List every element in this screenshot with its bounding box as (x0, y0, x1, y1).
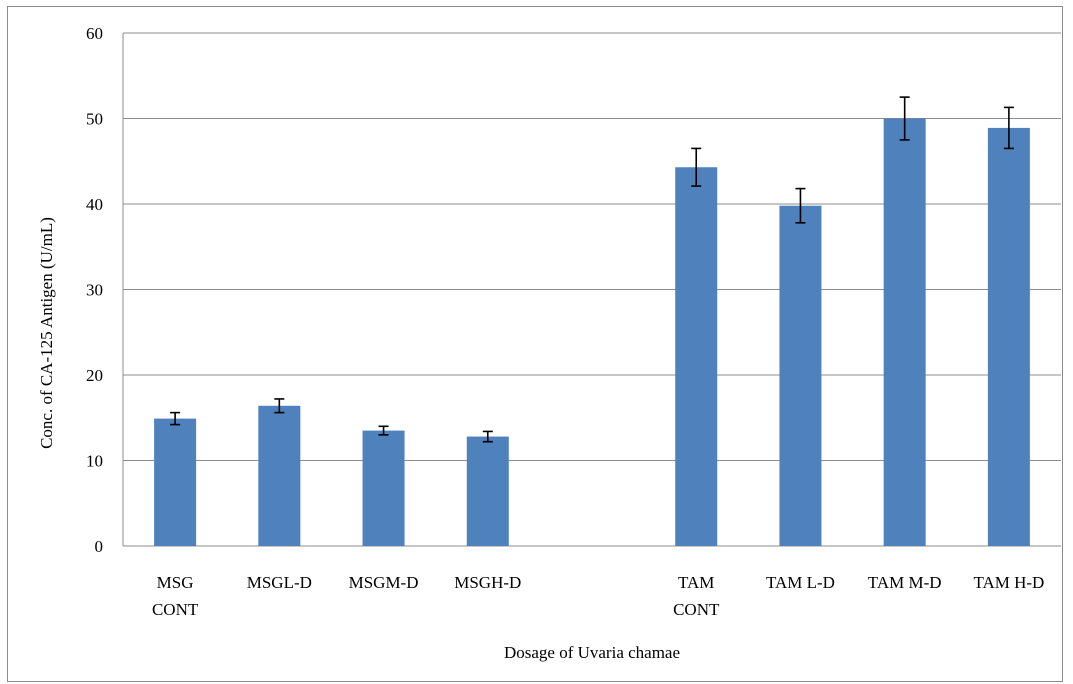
x-tick-label: TAM (678, 573, 714, 592)
x-tick-labels: MSG CONT MSGL-D MSGM-D MSGH-D TAM CONT TAM L-D T… (152, 573, 1044, 619)
y-tick-labels: 0 10 20 30 40 50 60 (86, 24, 103, 556)
x-axis-label: Dosage of Uvaria chamae (504, 643, 680, 662)
x-tick-label: TAM L-D (766, 573, 835, 592)
bar (779, 205, 822, 546)
y-tick-label: 20 (86, 366, 103, 385)
x-tick-label: MSGL-D (247, 573, 312, 592)
x-tick-label: TAM H-D (973, 573, 1044, 592)
bar (987, 127, 1030, 546)
y-tick-label: 30 (86, 281, 103, 300)
x-tick-label: MSGM-D (349, 573, 419, 592)
bar (258, 405, 301, 546)
y-tick-label: 40 (86, 195, 103, 214)
bar (362, 430, 405, 546)
y-tick-label: 10 (86, 452, 103, 471)
y-tick-label: 50 (86, 110, 103, 129)
y-tick-label: 60 (86, 24, 103, 43)
bar (675, 167, 718, 547)
bar (466, 436, 509, 546)
x-tick-label: MSGH-D (454, 573, 521, 592)
x-tick-label: CONT (152, 600, 199, 619)
y-tick-label: 0 (95, 537, 104, 556)
y-axis-label: Conc. of CA-125 Antigen (U/mL) (37, 217, 56, 449)
bar (883, 118, 926, 546)
x-tick-label: CONT (673, 600, 720, 619)
error-bars (170, 96, 1014, 443)
x-tick-label: MSG (157, 573, 194, 592)
bars (154, 118, 1030, 547)
bar (154, 418, 197, 546)
x-tick-label: TAM M-D (868, 573, 942, 592)
